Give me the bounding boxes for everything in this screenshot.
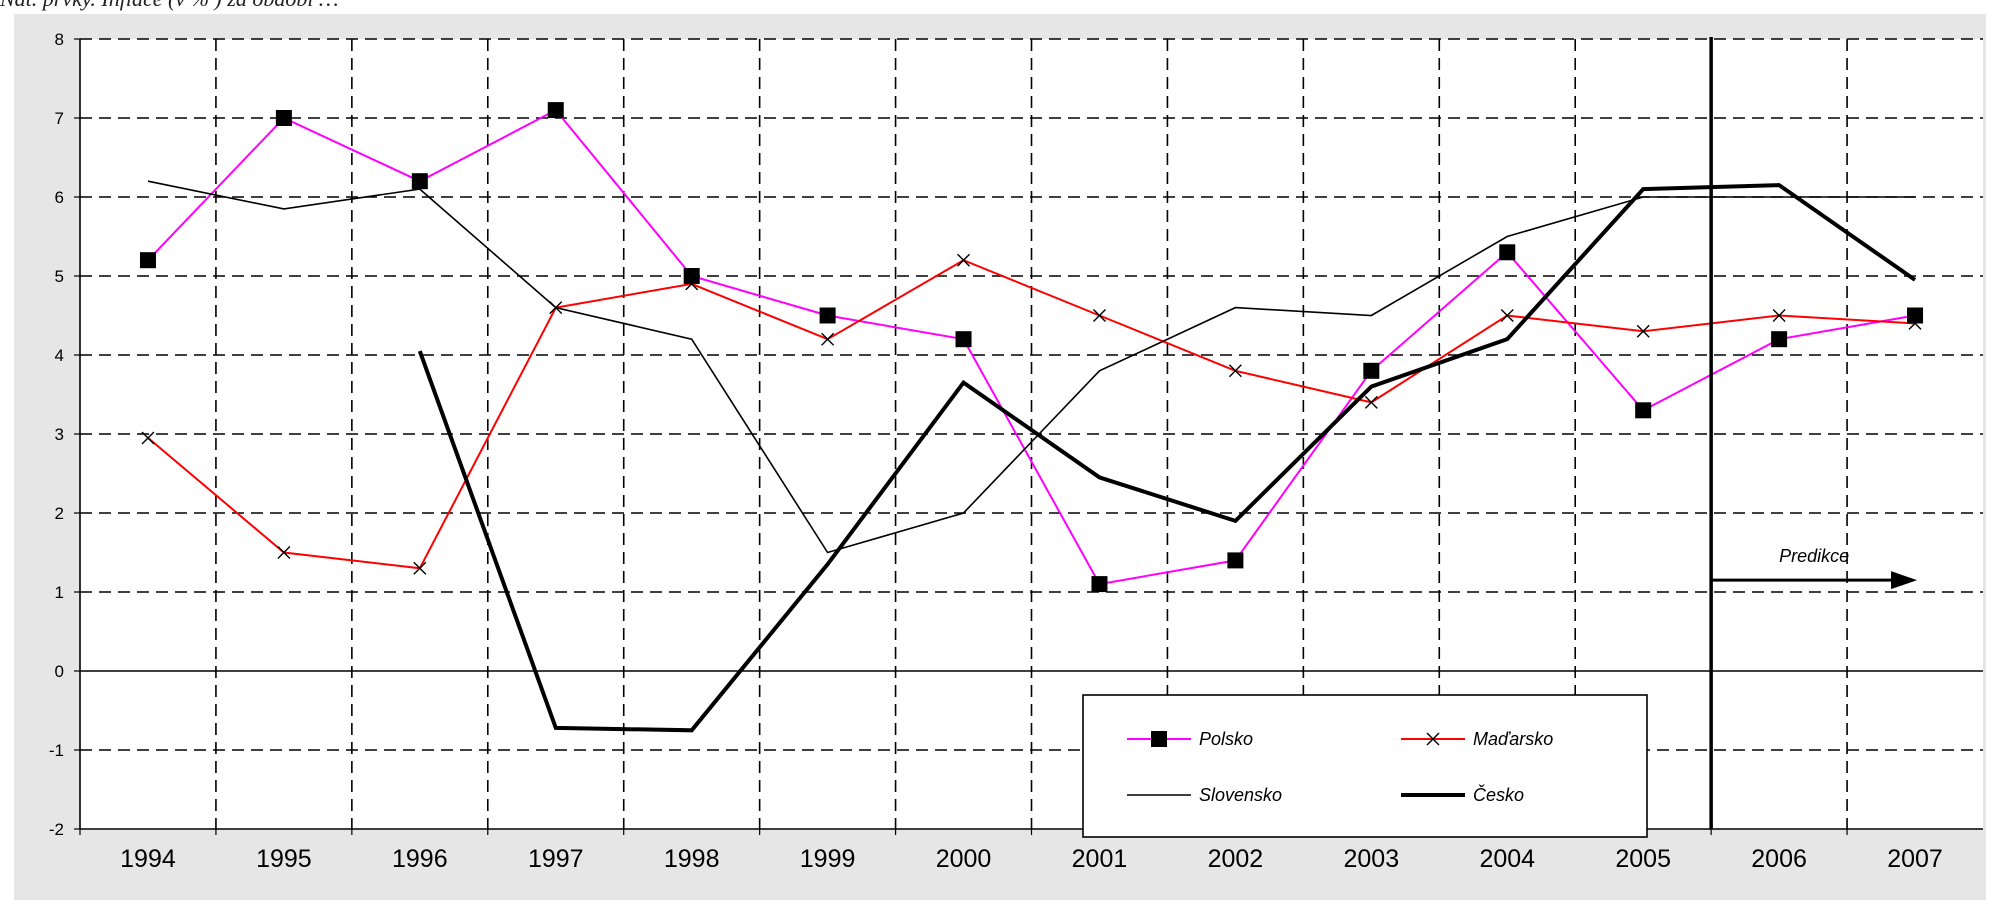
x-tick-label: 2007 <box>1887 845 1943 873</box>
x-marker-stroke <box>277 546 291 559</box>
x-marker <box>957 253 971 267</box>
x-tick-label: 2004 <box>1479 845 1535 873</box>
y-tick-label: 2 <box>55 504 64 523</box>
legend-label: Maďarsko <box>1473 729 1553 749</box>
prediction-arrow-head <box>1891 571 1918 590</box>
series-lines <box>147 108 1917 733</box>
chart-frame: -2 -1 0 1 2 3 4 5 6 7 8 1994 1995 1996 1997 1998 1999 200… <box>14 14 1986 900</box>
y-tick-label: 5 <box>55 267 64 286</box>
x-tick-label: 1995 <box>256 845 312 873</box>
x-marker <box>277 546 291 559</box>
x-marker <box>1364 395 1378 409</box>
x-tick-label: 2001 <box>1072 845 1128 873</box>
x-tick-label: 1999 <box>800 845 856 873</box>
square-marker <box>1771 331 1788 348</box>
x-marker <box>1908 316 1922 330</box>
legend-label: Slovensko <box>1199 785 1282 805</box>
x-tick-label: 1996 <box>392 845 448 873</box>
axes: -2 -1 0 1 2 3 4 5 6 7 8 1994 1995 1996 1997 1998 1999 200… <box>49 30 1983 873</box>
x-marker-stroke <box>549 301 563 315</box>
legend-item: Polsko <box>1127 729 1253 749</box>
x-marker <box>685 277 699 291</box>
x-marker <box>141 431 155 445</box>
square-marker <box>1907 307 1924 324</box>
x-marker-stroke <box>1772 309 1786 322</box>
y-tick-label: 1 <box>55 583 64 602</box>
legend-item: Slovensko <box>1127 785 1282 805</box>
x-marker-stroke <box>685 277 699 291</box>
page-caption: Nat. prvky. Inflace (v % ) za období … <box>0 0 339 12</box>
gridlines <box>80 38 1983 829</box>
x-marker <box>1636 324 1650 338</box>
square-marker <box>1227 552 1244 569</box>
y-tick-label: 0 <box>55 662 64 681</box>
x-marker-stroke <box>1500 309 1514 322</box>
legend: Polsko Maďarsko Slovensko Česko <box>1082 694 1648 838</box>
series-line-3 <box>417 183 1917 733</box>
series-line-0 <box>147 108 1916 586</box>
y-tick-label: 3 <box>55 425 64 444</box>
x-tick-label: 2003 <box>1344 845 1400 873</box>
y-tick-label: 4 <box>55 346 64 365</box>
square-marker <box>1363 362 1380 379</box>
inflation-line-chart: -2 -1 0 1 2 3 4 5 6 7 8 1994 1995 1996 1997 1998 1999 200… <box>49 30 1983 873</box>
series-markers <box>139 102 1924 593</box>
y-tick-label: 8 <box>55 30 64 49</box>
x-tick-label: 2005 <box>1615 845 1671 873</box>
x-marker-stroke <box>1092 309 1106 322</box>
legend-label: Polsko <box>1199 729 1253 749</box>
x-marker-stroke <box>1364 395 1378 409</box>
y-tick-label: 7 <box>55 109 64 128</box>
square-marker <box>1091 576 1108 593</box>
legend-label: Česko <box>1473 784 1524 805</box>
x-marker <box>1228 364 1242 378</box>
x-marker <box>1772 309 1786 322</box>
prediction-annotation: Predikce <box>1709 37 1918 829</box>
legend-box <box>1082 694 1648 838</box>
square-marker <box>411 173 428 190</box>
x-marker-stroke <box>1636 324 1650 338</box>
x-marker-stroke <box>413 561 427 575</box>
x-tick-label: 1994 <box>120 845 176 873</box>
x-marker <box>1092 309 1106 322</box>
x-marker-stroke <box>821 332 835 346</box>
x-marker-stroke <box>1908 316 1922 330</box>
square-marker <box>1499 244 1516 261</box>
x-marker <box>413 561 427 575</box>
legend-swatch-x <box>1426 732 1440 746</box>
x-marker <box>1500 309 1514 322</box>
square-marker <box>275 110 292 126</box>
square-marker <box>955 331 972 348</box>
prediction-label: Predikce <box>1779 546 1849 566</box>
legend-swatch-square <box>1151 731 1167 747</box>
series-line-1 <box>147 259 1916 570</box>
y-tick-label: 6 <box>55 188 64 207</box>
square-marker <box>1635 402 1652 419</box>
x-tick-label: 1998 <box>664 845 720 873</box>
series-line-2 <box>147 180 1915 554</box>
y-tick-label: -2 <box>49 820 64 839</box>
x-tick-label: 2000 <box>936 845 992 873</box>
x-tick-label: 1997 <box>528 845 584 873</box>
square-marker <box>547 102 564 119</box>
square-marker <box>139 252 156 269</box>
y-tick-label: -1 <box>49 741 64 760</box>
x-marker-stroke <box>1228 364 1242 378</box>
square-marker <box>683 268 700 284</box>
legend-item: Maďarsko <box>1401 729 1553 749</box>
x-marker-stroke <box>141 431 155 445</box>
legend-item: Česko <box>1401 784 1524 805</box>
x-marker <box>821 332 835 346</box>
x-tick-label: 2006 <box>1751 845 1807 873</box>
x-tick-label: 2002 <box>1208 845 1264 873</box>
x-marker-stroke <box>957 253 971 267</box>
x-marker <box>549 301 563 315</box>
square-marker <box>819 307 836 324</box>
